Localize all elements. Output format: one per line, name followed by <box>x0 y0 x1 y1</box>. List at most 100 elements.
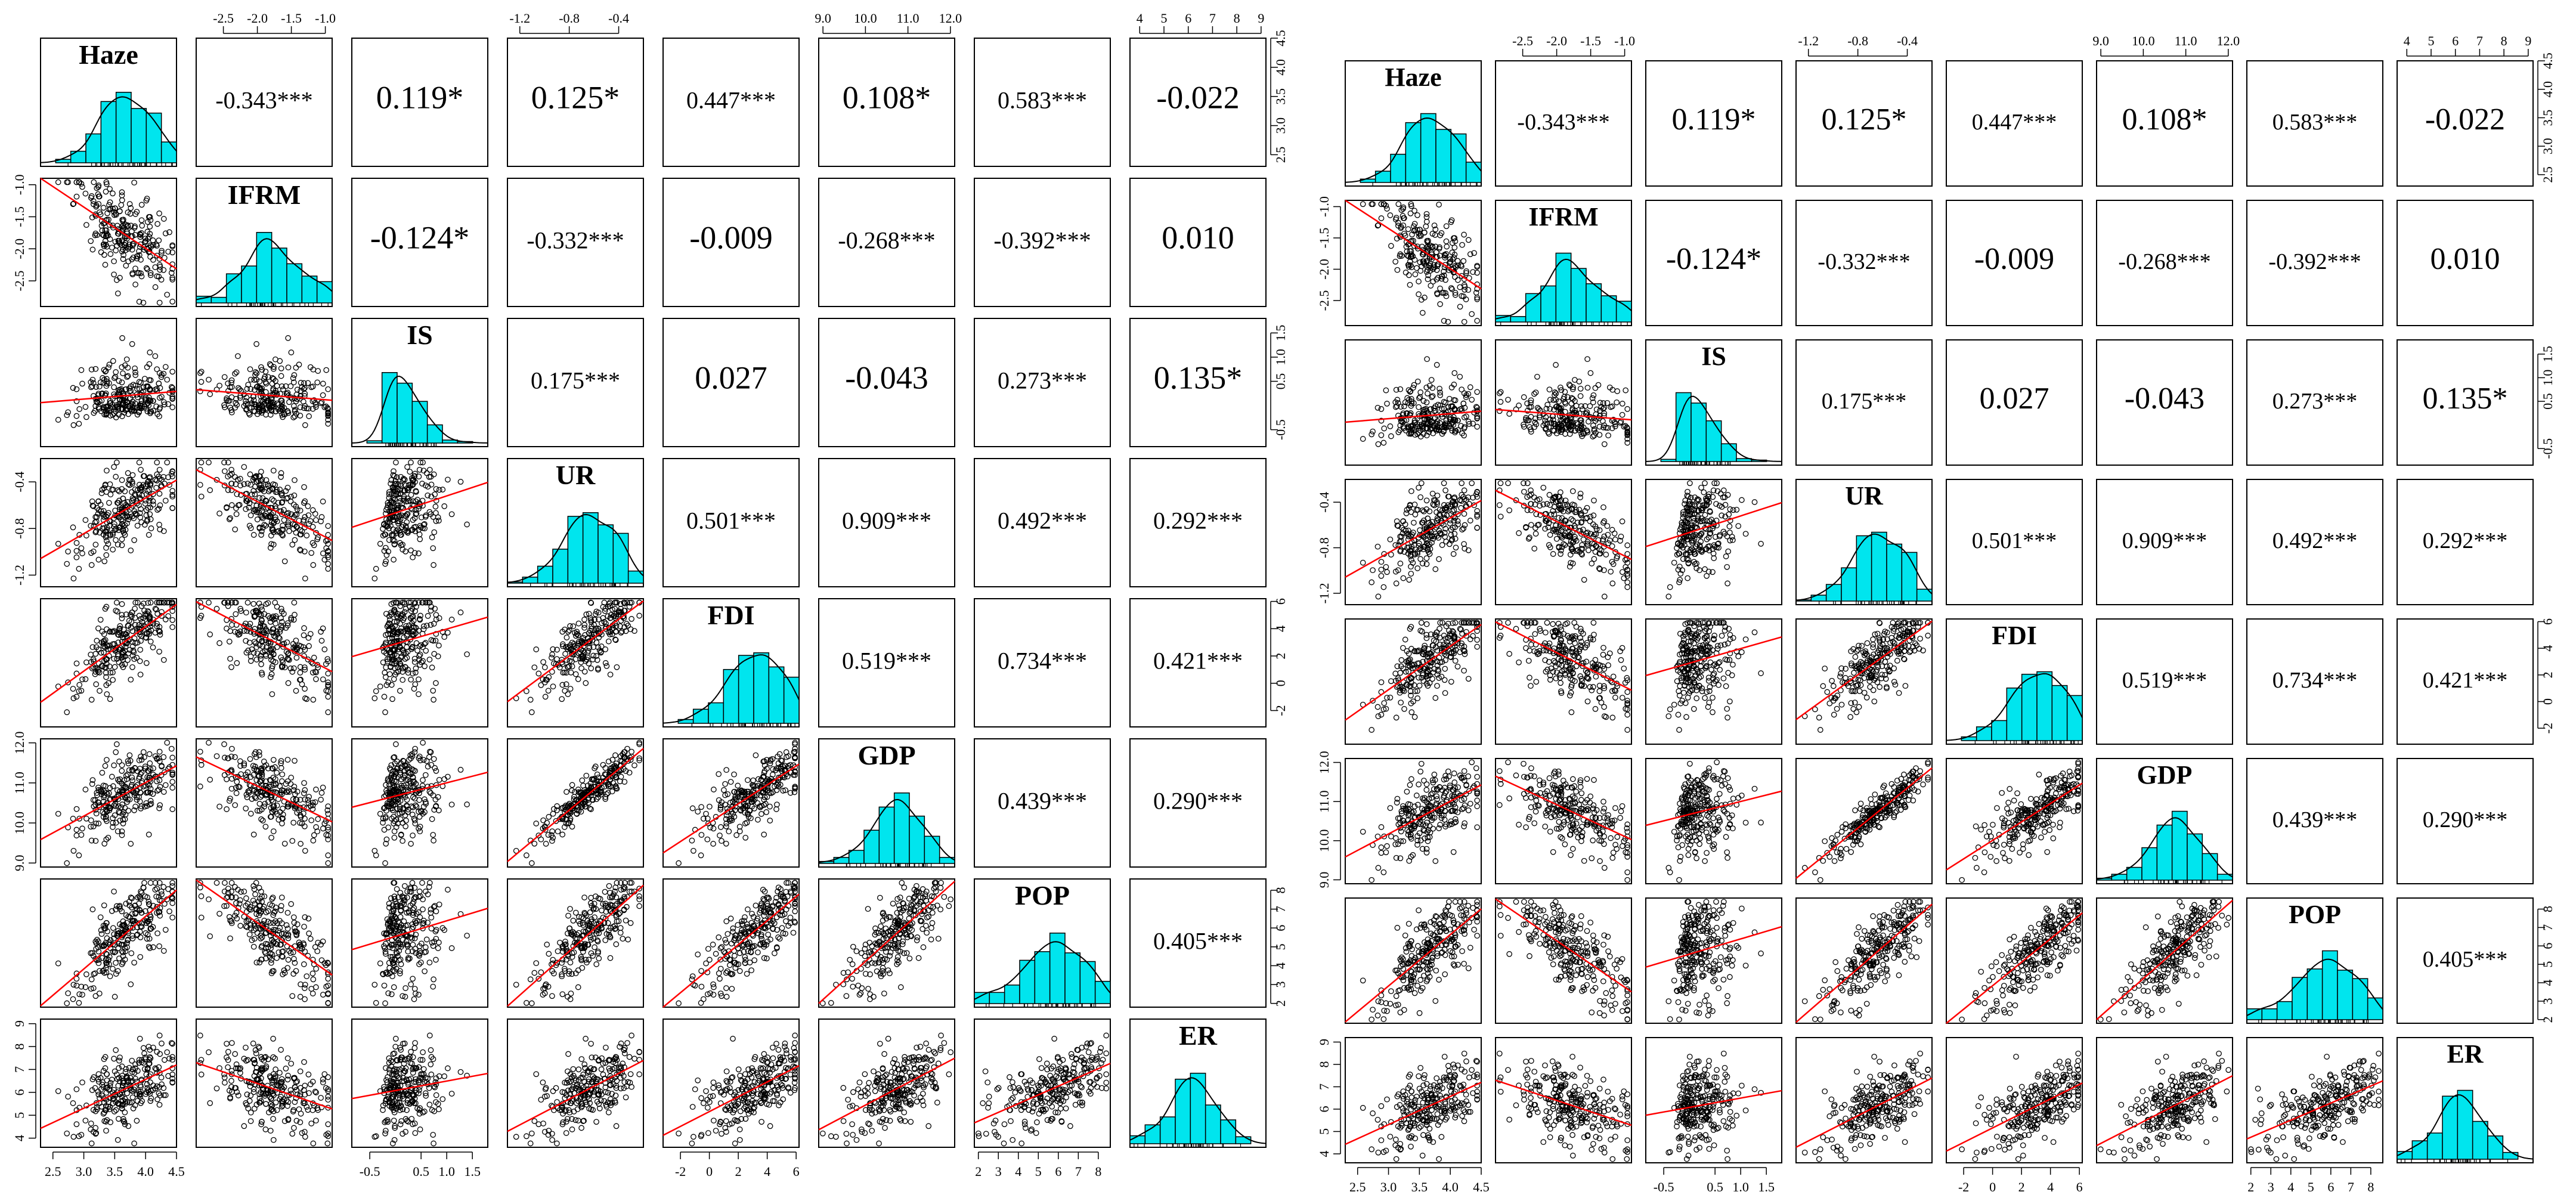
scatter-point <box>94 232 100 239</box>
pairs-panel-left: Haze -0.343*** 0.119* 0.125* 0.447*** 0.108* 0… <box>12 11 1288 1179</box>
scatter-point <box>91 179 97 185</box>
scatter-point <box>144 196 150 202</box>
correlation-value: 0.027 <box>695 360 767 396</box>
scatter-point <box>89 246 96 253</box>
variable-label: Haze <box>79 39 138 70</box>
correlation-value: 0.909*** <box>842 507 931 534</box>
scatter-point <box>114 222 120 229</box>
scatter-point <box>102 262 109 268</box>
correlation-value: 0.734*** <box>998 648 1087 674</box>
scatter-point <box>159 249 165 256</box>
scatter-point <box>132 281 138 287</box>
correlation-value: 0.292*** <box>1153 507 1243 534</box>
histogram-bar <box>210 296 227 304</box>
scatter-point <box>130 254 137 261</box>
scatter-point <box>89 214 95 221</box>
cell-frame <box>196 458 333 587</box>
correlation-value: 0.421*** <box>1153 648 1243 674</box>
scatter-point <box>140 299 147 306</box>
scatter-point <box>119 192 125 199</box>
histogram-bar <box>381 372 398 444</box>
scatter-point <box>165 249 171 255</box>
correlation-value: 0.108* <box>843 80 931 116</box>
histogram-bar <box>537 565 553 584</box>
histogram-bar <box>848 850 865 864</box>
scatter-point <box>162 230 169 237</box>
histogram-bar <box>160 141 177 163</box>
correlation-value: 0.010 <box>1162 220 1234 256</box>
variable-label: UR <box>556 460 596 490</box>
correlation-value: -0.332*** <box>527 227 624 254</box>
correlation-value: 0.119* <box>376 80 464 116</box>
cell-frame <box>196 598 333 727</box>
scatter-point <box>143 265 150 271</box>
scatter-point <box>150 256 156 263</box>
histogram-bar <box>145 112 162 163</box>
scatter-point <box>101 242 107 247</box>
correlation-value: -0.343*** <box>215 87 312 114</box>
scatter-point <box>73 193 80 200</box>
scatter-point <box>154 221 160 227</box>
correlation-value: 0.290*** <box>1153 788 1243 815</box>
scatter-point <box>97 209 103 215</box>
correlation-value: 0.175*** <box>531 367 620 394</box>
scatter-point <box>120 256 126 262</box>
correlation-value: 0.447*** <box>686 87 776 114</box>
scatter-point <box>123 262 129 269</box>
scatter-point <box>92 232 98 239</box>
correlation-value: -0.268*** <box>838 227 935 254</box>
density-curve <box>40 96 177 163</box>
histogram-bar <box>115 92 132 163</box>
correlation-value: -0.392*** <box>993 227 1091 254</box>
scatter-point <box>152 264 159 270</box>
scatter-point <box>82 190 89 197</box>
scatter-point <box>118 202 125 208</box>
histogram-bar <box>286 263 303 304</box>
scatter-point <box>100 231 106 238</box>
histogram-bar <box>738 655 754 724</box>
scatter-point <box>135 270 141 276</box>
scatter-point <box>55 179 61 185</box>
correlation-value: 0.125* <box>531 80 620 116</box>
correlation-value: 0.519*** <box>842 648 931 674</box>
histogram-bar <box>426 424 443 444</box>
scatter-point <box>159 247 165 254</box>
scatter-point <box>111 258 117 265</box>
histogram-bar <box>753 652 770 724</box>
histogram-bar <box>708 702 724 724</box>
scatter-point <box>129 243 136 249</box>
variable-label: IS <box>407 320 432 350</box>
scatter-point <box>103 188 109 195</box>
scatter-point <box>125 246 132 252</box>
scatter-point <box>107 251 114 257</box>
scatter-point <box>147 272 154 278</box>
scatter-point <box>142 236 148 242</box>
scatter-point <box>147 224 153 230</box>
cell-frame <box>351 38 488 167</box>
scatter-point <box>146 248 153 255</box>
scatter-point <box>106 216 112 223</box>
scatter-point <box>147 231 153 237</box>
cell-frame <box>196 38 333 167</box>
histogram-bar <box>612 533 629 584</box>
scatter-point <box>144 266 150 273</box>
scatter-point <box>119 189 125 196</box>
scatter-point <box>110 190 116 197</box>
correlation-value: 0.135* <box>1154 360 1243 396</box>
variable-label: GDP <box>857 740 915 770</box>
correlation-value: 0.273*** <box>998 367 1087 394</box>
histogram-bar <box>863 829 880 864</box>
scatter-point <box>112 212 117 218</box>
histogram-bar <box>567 516 584 584</box>
scatter-point <box>100 205 107 211</box>
cell-frame <box>662 38 800 167</box>
scatter-point <box>156 299 163 306</box>
scatter-point <box>152 284 159 290</box>
scatter-point <box>103 227 110 234</box>
correlation-value: -0.043 <box>845 360 928 396</box>
scatter-point <box>132 223 138 230</box>
scatter-point <box>79 184 85 190</box>
cell-frame <box>507 598 644 727</box>
cell-frame <box>351 458 488 587</box>
